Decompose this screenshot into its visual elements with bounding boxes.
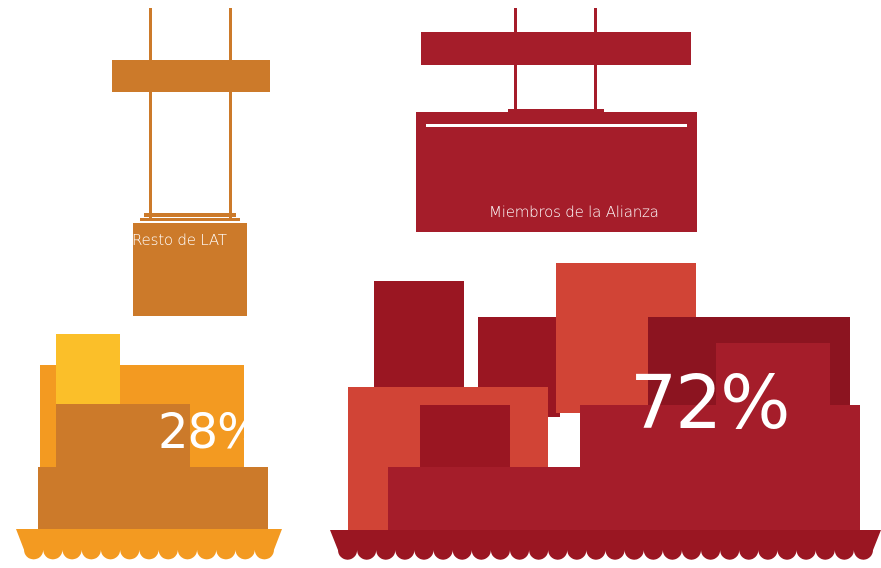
cargo-base-alliance xyxy=(388,467,860,530)
cargo-box-dark-3 xyxy=(420,405,510,475)
cargo-box-red-wide xyxy=(580,405,860,467)
container-stripe-alliance xyxy=(426,124,687,127)
spreader-bar-alliance xyxy=(508,109,604,112)
crane-cable-right-rest xyxy=(229,8,232,218)
crane-cable-left-rest xyxy=(149,8,152,218)
cargo-base-rest xyxy=(38,467,268,529)
data-label-alliance: 72% xyxy=(630,360,790,446)
hanging-container-alliance xyxy=(416,112,697,232)
cargo-box-dark-1 xyxy=(374,281,464,401)
crane-beam-alliance xyxy=(421,32,691,65)
category-label-rest: Resto de LAT xyxy=(132,231,227,249)
cargo-box-yellow xyxy=(56,334,120,404)
spreader-base-rest xyxy=(140,218,240,221)
cargo-box-inner xyxy=(716,343,830,407)
cargo-box-brown xyxy=(56,404,190,468)
hanging-container-rest xyxy=(133,223,247,316)
hull-rest xyxy=(16,529,282,560)
hull-alliance xyxy=(330,530,881,560)
category-label-alliance: Miembros de la Alianza xyxy=(489,203,659,221)
spreader-bar-rest xyxy=(144,213,236,217)
crane-beam-rest xyxy=(112,60,270,92)
data-label-rest: 28% xyxy=(158,404,246,460)
